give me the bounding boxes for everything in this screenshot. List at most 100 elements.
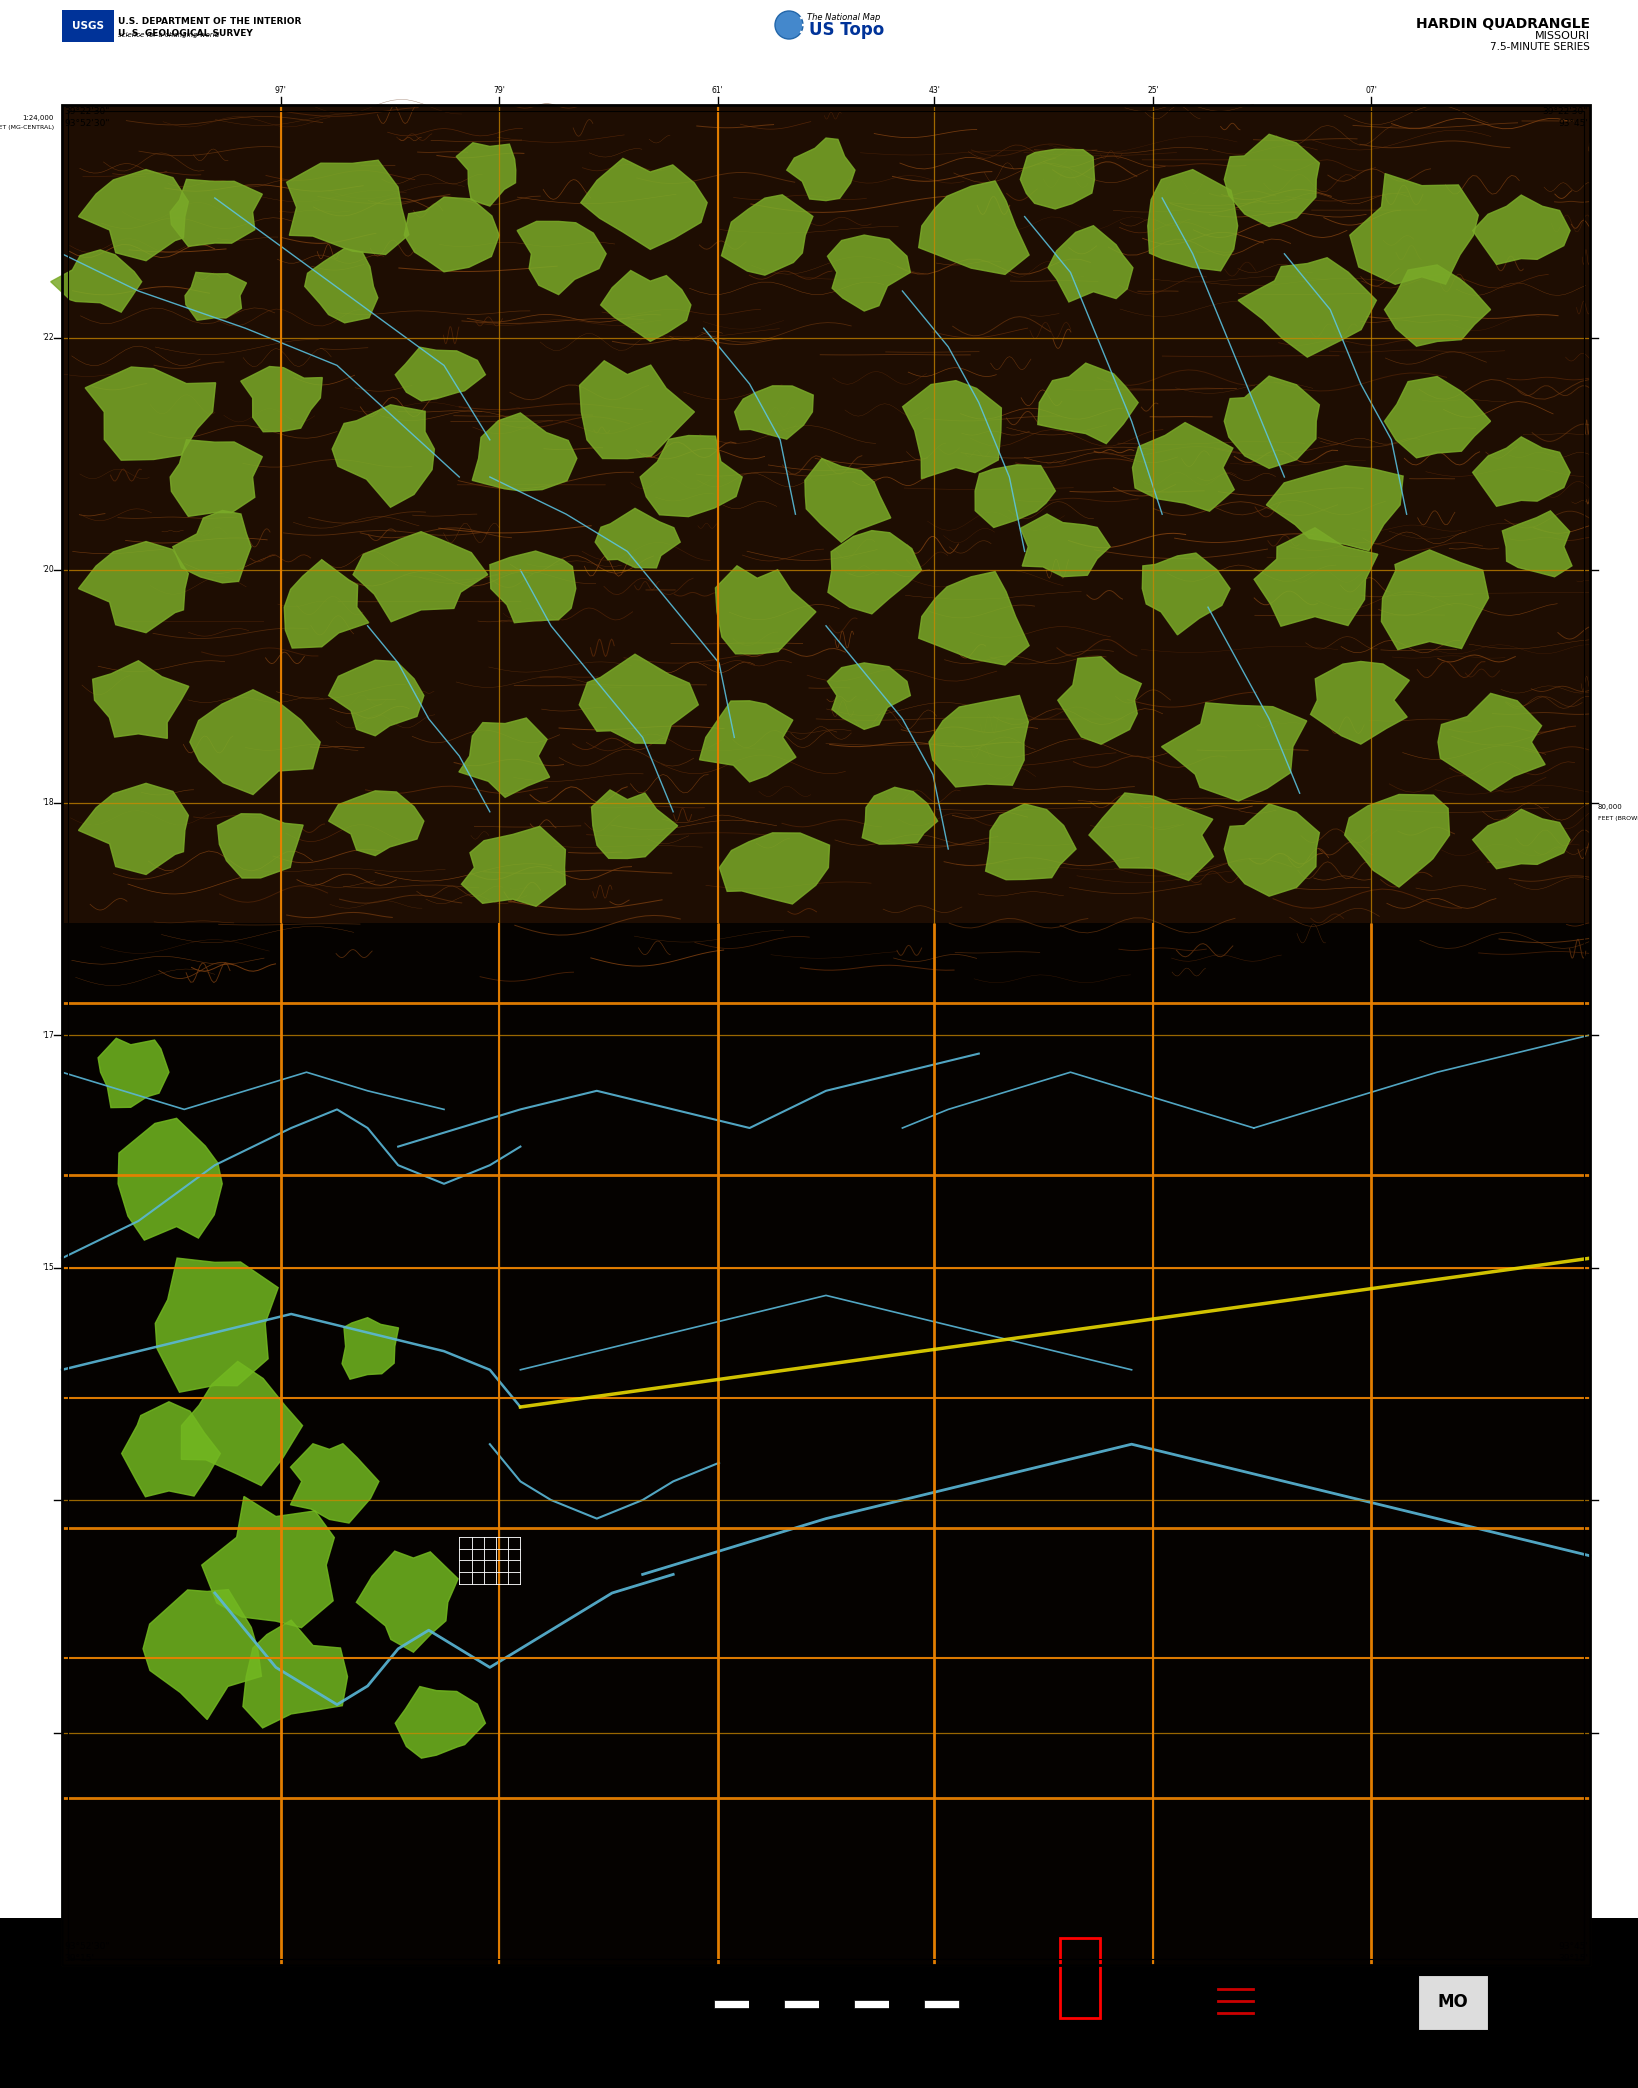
- Bar: [69, 111, 1584, 1959]
- Polygon shape: [1161, 704, 1307, 802]
- Text: 93°45': 93°45': [1558, 119, 1587, 127]
- Polygon shape: [640, 436, 742, 516]
- Polygon shape: [1038, 363, 1138, 443]
- Bar: [680, 2000, 714, 2009]
- Text: ROAD CLASSIFICATION: ROAD CLASSIFICATION: [1219, 1975, 1342, 1986]
- Polygon shape: [1238, 257, 1376, 357]
- Bar: [62, 104, 1590, 1965]
- Polygon shape: [121, 1401, 221, 1497]
- Bar: [819, 2000, 853, 2009]
- Polygon shape: [357, 1551, 459, 1652]
- Polygon shape: [201, 1497, 334, 1629]
- Polygon shape: [459, 718, 550, 798]
- Polygon shape: [1473, 810, 1571, 869]
- Text: 43': 43': [929, 86, 940, 94]
- Text: 2: 2: [957, 2013, 962, 2021]
- Text: '20: '20: [43, 566, 54, 574]
- Polygon shape: [1266, 466, 1404, 551]
- Polygon shape: [1224, 804, 1319, 896]
- Polygon shape: [1089, 793, 1214, 881]
- Text: 39°22'30": 39°22'30": [1543, 106, 1587, 117]
- Polygon shape: [929, 695, 1029, 787]
- Text: 1:250,000: 1:250,000: [1599, 1929, 1633, 1933]
- Polygon shape: [721, 194, 812, 276]
- Polygon shape: [595, 507, 680, 568]
- Text: 93°45': 93°45': [1558, 1942, 1587, 1950]
- Text: 93°52'30": 93°52'30": [64, 1942, 110, 1950]
- Polygon shape: [975, 466, 1055, 528]
- Text: 39°15': 39°15': [1558, 1954, 1587, 1963]
- Polygon shape: [190, 689, 319, 796]
- Text: US Route: US Route: [1258, 1996, 1292, 2004]
- Polygon shape: [1438, 693, 1545, 791]
- Bar: [853, 2000, 889, 2009]
- Bar: [0, 1919, 1638, 2088]
- Polygon shape: [1502, 512, 1572, 576]
- Bar: [62, 104, 1590, 923]
- Polygon shape: [51, 251, 143, 311]
- Text: FEET (1 MI NATURAL): FEET (1 MI NATURAL): [1599, 1942, 1638, 1946]
- Polygon shape: [1224, 376, 1319, 468]
- Bar: [889, 2000, 924, 2009]
- Text: 80,000: 80,000: [1599, 804, 1623, 810]
- Polygon shape: [580, 361, 695, 459]
- Polygon shape: [285, 560, 369, 647]
- Polygon shape: [591, 789, 678, 858]
- Polygon shape: [862, 787, 937, 844]
- Polygon shape: [903, 380, 1001, 478]
- Text: 25': 25': [1147, 86, 1158, 94]
- Polygon shape: [329, 660, 424, 735]
- Text: The National Map: The National Map: [808, 13, 880, 21]
- Text: State Route: State Route: [1258, 1984, 1302, 1994]
- Polygon shape: [1132, 422, 1235, 512]
- Polygon shape: [1473, 194, 1571, 265]
- Polygon shape: [1310, 662, 1409, 743]
- Polygon shape: [85, 367, 216, 459]
- Text: SCALE 1:24 000: SCALE 1:24 000: [770, 1977, 868, 1988]
- Text: 61': 61': [711, 86, 724, 94]
- Bar: [924, 2000, 958, 2009]
- Text: '15: '15: [43, 1263, 54, 1272]
- Text: FEET (MG-CENTRAL): FEET (MG-CENTRAL): [0, 125, 54, 129]
- Bar: [1419, 1975, 1487, 2030]
- Text: Produced by the United States Geological Survey
North American Datum of 1983 (NA: Produced by the United States Geological…: [62, 1973, 269, 2015]
- Polygon shape: [1020, 148, 1094, 209]
- Polygon shape: [79, 541, 188, 633]
- Text: U. S. GEOLOGICAL SURVEY: U. S. GEOLOGICAL SURVEY: [118, 29, 252, 38]
- Polygon shape: [290, 1443, 378, 1522]
- Polygon shape: [156, 1259, 278, 1393]
- Polygon shape: [287, 161, 410, 255]
- Polygon shape: [98, 1038, 169, 1107]
- Circle shape: [775, 10, 803, 40]
- Text: 39°22'30": 39°22'30": [64, 106, 110, 117]
- Polygon shape: [827, 530, 922, 614]
- Bar: [749, 2000, 785, 2009]
- Polygon shape: [143, 1589, 262, 1721]
- Polygon shape: [601, 271, 691, 340]
- Text: 39°15': 39°15': [64, 1954, 93, 1963]
- Text: '22: '22: [43, 332, 54, 342]
- Polygon shape: [699, 702, 796, 781]
- Polygon shape: [405, 196, 500, 271]
- Polygon shape: [986, 804, 1076, 879]
- Text: 97': 97': [275, 86, 287, 94]
- Text: 07': 07': [1366, 86, 1378, 94]
- Polygon shape: [462, 827, 565, 906]
- Text: FEET (BROWN ET): FEET (BROWN ET): [1599, 816, 1638, 821]
- Text: Interstate: Interstate: [1258, 2009, 1296, 2017]
- Polygon shape: [919, 182, 1029, 274]
- Polygon shape: [455, 142, 516, 207]
- Bar: [714, 2000, 749, 2009]
- Polygon shape: [395, 1687, 485, 1758]
- Polygon shape: [827, 662, 911, 729]
- Polygon shape: [1148, 169, 1238, 271]
- Polygon shape: [1058, 658, 1142, 743]
- Text: '17: '17: [43, 1031, 54, 1040]
- Text: 93°52'30": 93°52'30": [64, 119, 110, 127]
- Polygon shape: [172, 509, 251, 583]
- Polygon shape: [472, 413, 577, 491]
- Polygon shape: [1350, 173, 1479, 284]
- Text: '18: '18: [43, 798, 54, 806]
- Text: 79': 79': [493, 86, 505, 94]
- Polygon shape: [241, 367, 323, 432]
